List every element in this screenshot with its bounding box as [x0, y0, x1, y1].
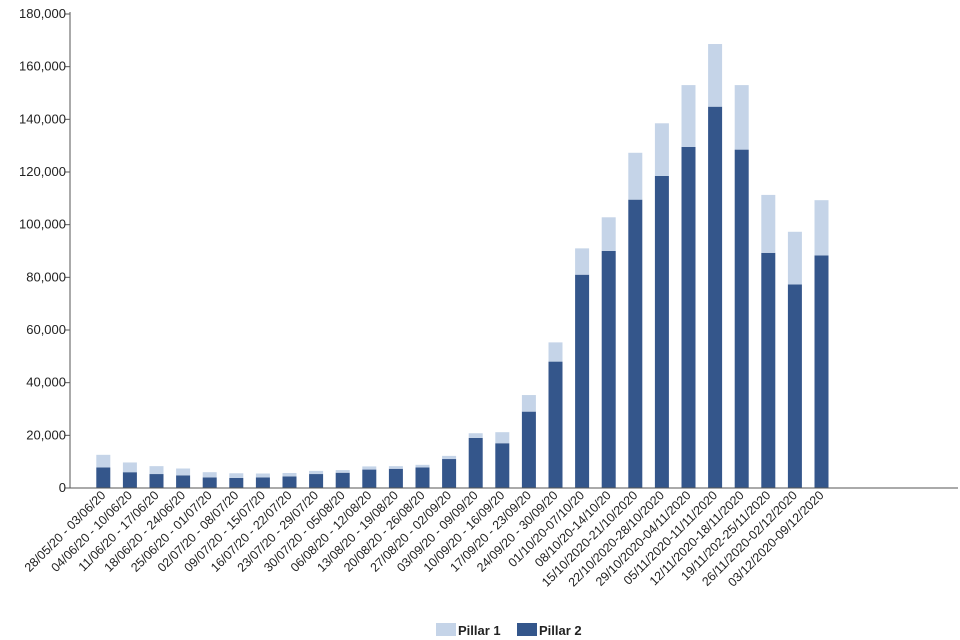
- bar-pillar-2: [415, 467, 430, 488]
- y-tick-label: 20,000: [26, 427, 66, 442]
- y-tick-label: 140,000: [19, 111, 66, 126]
- y-tick-label: 40,000: [26, 375, 66, 390]
- bar-pillar-1: [628, 152, 643, 200]
- bar-pillar-1: [761, 194, 776, 253]
- bar-pillar-1: [548, 342, 563, 362]
- y-tick-label: 180,000: [19, 6, 66, 21]
- bar-pillar-1: [468, 433, 483, 438]
- bar-pillar-2: [202, 477, 217, 488]
- bar-pillar-2: [442, 459, 457, 488]
- y-tick-label: 100,000: [19, 217, 66, 232]
- bar-pillar-1: [388, 466, 403, 469]
- bar-pillar-2: [149, 474, 164, 488]
- bar-pillar-2: [628, 199, 643, 488]
- bar-pillar-1: [787, 231, 802, 285]
- y-tick-label: 80,000: [26, 269, 66, 284]
- bar-pillar-1: [442, 455, 457, 460]
- bar-pillar-1: [654, 123, 669, 176]
- bar-pillar-2: [548, 361, 563, 488]
- bar-pillar-2: [468, 437, 483, 488]
- y-tick-label: 160,000: [19, 59, 66, 74]
- bar-pillar-2: [681, 146, 696, 488]
- bar-pillar-2: [734, 149, 749, 488]
- bar-pillar-2: [282, 476, 297, 488]
- bar-pillar-2: [575, 274, 590, 488]
- bar-pillar-2: [309, 474, 324, 488]
- bar-pillar-1: [176, 468, 191, 476]
- bar-pillar-1: [122, 462, 137, 473]
- bar-pillar-2: [601, 251, 616, 488]
- bar-pillar-2: [122, 472, 137, 488]
- legend-swatch: [517, 623, 537, 636]
- bar-pillar-1: [96, 454, 111, 468]
- bar-pillar-1: [708, 44, 723, 107]
- bar-pillar-2: [388, 468, 403, 488]
- y-tick-label: 0: [59, 480, 66, 495]
- bars: [96, 44, 829, 489]
- bar-pillar-2: [521, 411, 536, 488]
- bar-pillar-1: [282, 472, 297, 477]
- bar-pillar-1: [734, 85, 749, 150]
- bar-pillar-2: [654, 175, 669, 488]
- bar-pillar-2: [708, 106, 723, 489]
- bar-pillar-2: [96, 467, 111, 488]
- legend-swatch: [436, 623, 456, 636]
- bar-pillar-1: [415, 464, 430, 468]
- y-tick-label: 60,000: [26, 322, 66, 337]
- bar-pillar-1: [521, 395, 536, 412]
- bar-pillar-1: [335, 470, 350, 473]
- bar-pillar-2: [229, 477, 244, 488]
- y-tick-label: 120,000: [19, 164, 66, 179]
- bar-pillar-2: [495, 443, 510, 488]
- bar-pillar-1: [255, 473, 270, 478]
- legend-label: Pillar 2: [539, 623, 582, 638]
- legend: Pillar 1 Pillar 2: [436, 623, 582, 638]
- bar-pillar-2: [335, 472, 350, 488]
- bar-pillar-1: [229, 473, 244, 478]
- bar-pillar-1: [601, 217, 616, 251]
- bar-pillar-2: [814, 255, 829, 488]
- bar-pillar-1: [681, 85, 696, 147]
- bar-pillar-1: [362, 466, 377, 470]
- bar-pillar-1: [202, 472, 217, 478]
- bar-pillar-1: [814, 200, 829, 256]
- bar-pillar-2: [255, 477, 270, 488]
- bar-pillar-1: [149, 466, 164, 475]
- bar-pillar-1: [495, 432, 510, 444]
- bar-pillar-2: [176, 475, 191, 488]
- bar-pillar-2: [787, 284, 802, 488]
- bar-pillar-1: [575, 248, 590, 275]
- y-axis: 0 20,000 40,000 60,000 80,000 100,000 120,000 1…: [19, 6, 71, 495]
- bar-pillar-1: [309, 470, 324, 475]
- bar-pillar-2: [761, 252, 776, 488]
- legend-label: Pillar 1: [458, 623, 501, 638]
- bar-pillar-2: [362, 469, 377, 488]
